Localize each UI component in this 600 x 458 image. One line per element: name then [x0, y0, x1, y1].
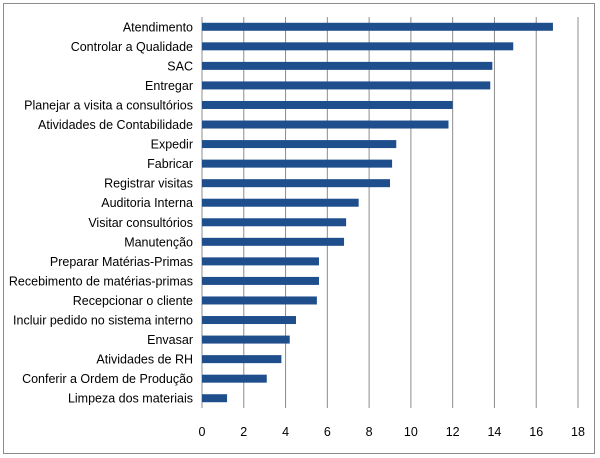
category-label: Entregar: [145, 79, 193, 93]
x-tick-label: 18: [571, 425, 585, 439]
bar: [202, 257, 319, 266]
category-label: Envasar: [147, 333, 193, 347]
x-tick-label: 14: [487, 425, 501, 439]
chart-frame: [3, 3, 595, 454]
x-tick-label: 2: [240, 425, 247, 439]
category-label: Recebimento de matérias-primas: [9, 274, 193, 288]
x-tick-label: 6: [324, 425, 331, 439]
bar: [202, 120, 449, 129]
category-label: Preparar Matérias-Primas: [50, 255, 193, 269]
bar: [202, 198, 359, 207]
bar: [202, 61, 493, 70]
bar: [202, 100, 453, 109]
category-labels: Atendimento Controlar a Qualidade SAC Entre…: [9, 20, 193, 405]
category-label: Limpeza dos materiais: [68, 392, 193, 406]
x-tick-label: 10: [404, 425, 418, 439]
category-label: Conferir a Ordem de Produção: [22, 372, 193, 386]
bar: [202, 218, 347, 227]
category-label: Manutenção: [124, 235, 193, 249]
bar: [202, 81, 491, 90]
x-tick-label: 0: [199, 425, 206, 439]
category-label: SAC: [167, 59, 193, 73]
bar: [202, 276, 319, 285]
bar: [202, 374, 267, 383]
category-label: Recepcionar o cliente: [73, 294, 193, 308]
category-label: Atendimento: [123, 20, 193, 34]
bar: [202, 159, 393, 168]
bar: [202, 22, 553, 31]
bar: [202, 140, 397, 149]
bar: [202, 42, 514, 51]
bars: [202, 22, 553, 403]
x-tick-labels: 0 2 4 6 8 10 12 14 16 18: [199, 425, 585, 439]
x-tick-label: 12: [446, 425, 460, 439]
bar: [202, 316, 296, 325]
category-label: Planejar a visita a consultórios: [24, 98, 193, 112]
bar: [202, 394, 228, 403]
x-tick-label: 8: [366, 425, 373, 439]
category-label: Atividades de Contabilidade: [38, 118, 193, 132]
category-label: Controlar a Qualidade: [71, 40, 193, 54]
category-label: Expedir: [151, 138, 193, 152]
category-label: Auditoria Interna: [101, 196, 193, 210]
bar: [202, 179, 390, 188]
category-label: Incluir pedido no sistema interno: [13, 314, 193, 328]
x-tick-label: 16: [529, 425, 543, 439]
category-label: Visitar consultórios: [88, 216, 193, 230]
category-label: Fabricar: [147, 157, 193, 171]
bar: [202, 296, 317, 305]
category-label: Atividades de RH: [96, 353, 193, 367]
x-tick-label: 4: [282, 425, 289, 439]
category-label: Registrar visitas: [104, 177, 193, 191]
bar: [202, 237, 345, 246]
bar: [202, 355, 282, 364]
bar: [202, 335, 290, 344]
gridlines: [201, 17, 579, 408]
